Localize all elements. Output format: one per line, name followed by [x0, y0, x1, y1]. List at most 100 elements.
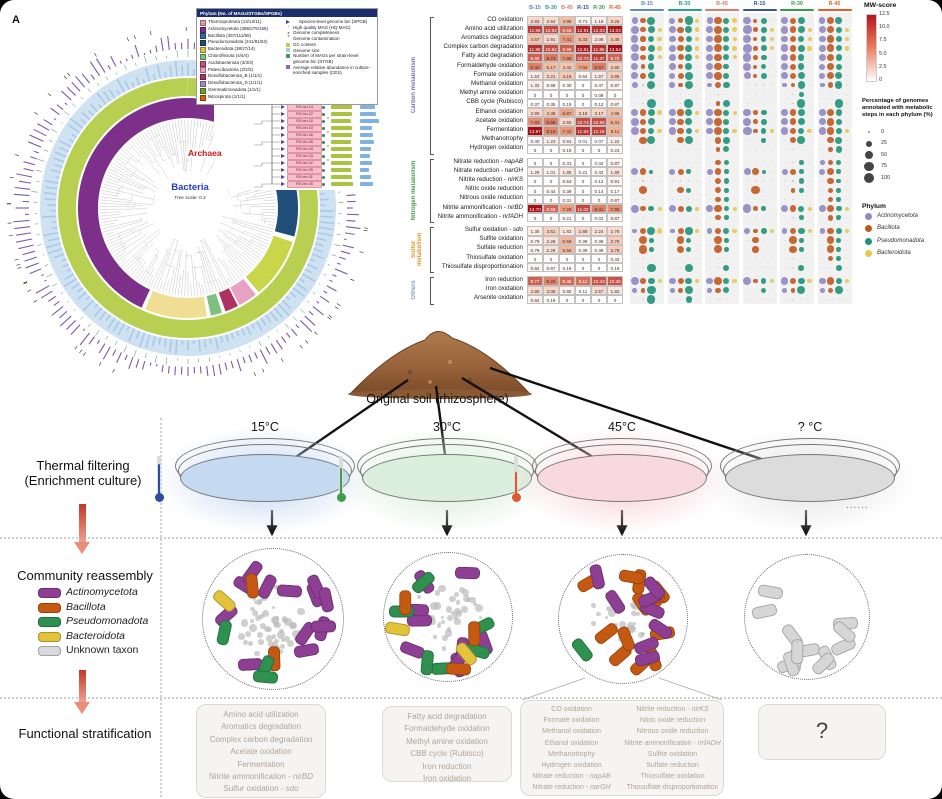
bubble	[763, 257, 765, 260]
bubble	[642, 84, 644, 86]
bubble	[671, 161, 673, 164]
bubble	[836, 178, 842, 184]
heatmap-row-label: CO oxidation	[487, 15, 523, 23]
heatmap-cell: 3.80	[607, 62, 623, 72]
bubble	[760, 109, 767, 116]
bubble	[696, 239, 698, 241]
phylum-swatch	[200, 60, 206, 67]
bubble	[732, 36, 737, 41]
bubble	[722, 136, 730, 144]
bubble	[688, 161, 690, 164]
bubble	[770, 228, 775, 233]
bubble	[818, 53, 826, 61]
bubble	[685, 118, 693, 126]
function-line: Sulfate reduction	[646, 762, 699, 770]
bubble	[668, 277, 676, 285]
gc-content-bar	[331, 181, 354, 187]
bubble	[808, 56, 811, 59]
heatmap-cell: 0.30	[559, 80, 575, 90]
bubble	[684, 136, 693, 145]
heatmap-cell: 9.99	[559, 43, 575, 53]
bubble	[846, 257, 848, 260]
genome-size-bar	[360, 167, 369, 173]
function-box: CO oxidation Formate oxidation Methanol ox…	[520, 700, 724, 796]
bubble	[640, 27, 646, 33]
bubble	[761, 169, 766, 174]
function-line: Iron reduction	[422, 761, 472, 771]
bubble	[846, 289, 848, 291]
spgb-triangle-icon	[281, 146, 285, 151]
bubble	[709, 257, 711, 260]
phylum-entry-label: Acidobacteriota (3/3/3)	[208, 59, 254, 65]
heatmap-cell: 0	[527, 194, 543, 204]
facet-header-bar	[705, 9, 739, 12]
heatmap-cell: 4.98	[559, 16, 575, 26]
heatmap-cell: 1.83	[559, 226, 575, 236]
bacteria-label: Bacteria	[171, 182, 209, 193]
heatmap-cell: 8.40	[527, 62, 543, 72]
bubble	[685, 227, 693, 235]
bubble	[763, 217, 765, 219]
bubble	[743, 34, 752, 44]
bubble	[827, 256, 834, 262]
network-node-dot	[258, 613, 264, 619]
bubble	[631, 109, 639, 117]
bubble	[771, 93, 773, 95]
bubble	[798, 63, 805, 70]
bubble	[846, 298, 848, 301]
bubble	[658, 289, 661, 291]
bubble	[771, 267, 773, 269]
heatmap-cell: 0	[543, 194, 559, 204]
function-line: Iron oxidation	[422, 774, 472, 784]
bubble	[846, 84, 848, 86]
heatmap-cell: 3.85	[607, 71, 623, 81]
bubble	[658, 180, 661, 182]
bubble	[677, 109, 684, 116]
experiment-schematic: Original soil (rhizosphere) Thermal filt…	[0, 322, 942, 799]
bubble	[668, 26, 676, 34]
bubble	[752, 237, 759, 244]
bubble	[714, 72, 722, 80]
heatmap-cell: 0.64	[575, 71, 591, 81]
bubble	[846, 139, 848, 141]
bubble	[685, 26, 693, 34]
heatmap-cell: 0.02	[591, 158, 607, 168]
bubble	[639, 136, 647, 144]
bubble	[658, 171, 661, 173]
size-legend-value: 75	[881, 163, 887, 169]
completeness-dot-icon	[322, 105, 325, 109]
bubble	[826, 236, 835, 245]
bubble	[763, 161, 765, 164]
bubble	[808, 102, 811, 105]
taxa-legend-label: Actinomycetota	[66, 586, 138, 598]
bubble	[821, 93, 823, 95]
bin-label: RS.bin.38	[287, 139, 322, 147]
tree-scale-bacteria: Tree scale: 0.2	[174, 196, 206, 201]
heatmap-cell: 0.84	[527, 263, 543, 273]
bubble	[770, 27, 775, 32]
bubble	[733, 102, 736, 105]
bubble	[725, 298, 727, 301]
bubble	[671, 298, 673, 301]
bubble	[819, 228, 825, 234]
bubble	[743, 62, 752, 71]
bubble	[642, 298, 644, 301]
step1-line1: Thermal filtering	[36, 458, 130, 473]
genome-size-bar	[360, 125, 372, 131]
bubble	[688, 148, 690, 151]
bubble	[754, 93, 757, 95]
bubble	[827, 137, 834, 144]
gc-content-bar	[331, 118, 352, 124]
bin-label: RS.bin.34	[287, 146, 322, 154]
bubble	[792, 161, 794, 164]
function-line: Formate oxidation	[543, 717, 600, 725]
bubble	[797, 109, 805, 116]
heatmap-cell: 1.35	[527, 226, 543, 236]
heatmap-cell: 2.90	[527, 108, 543, 118]
size-legend-value: 100	[881, 174, 890, 181]
square-icon	[286, 48, 290, 53]
bubble	[684, 16, 693, 25]
bubble	[733, 139, 736, 141]
bubble	[821, 189, 823, 191]
bubble	[819, 168, 826, 175]
